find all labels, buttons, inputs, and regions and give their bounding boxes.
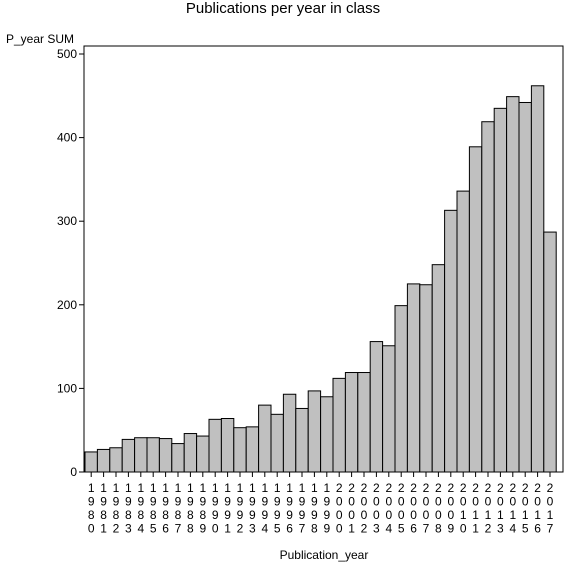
bar-1982 xyxy=(109,447,123,473)
y-tick-label: 400 xyxy=(57,131,77,145)
bar-2012 xyxy=(481,121,495,473)
bar-2011 xyxy=(468,146,483,473)
bar-2015 xyxy=(518,101,532,473)
bar-2001 xyxy=(344,372,359,473)
bars-group xyxy=(84,85,557,473)
bar-1984 xyxy=(134,437,148,473)
bar-2008 xyxy=(431,264,446,473)
y-tick-label: 0 xyxy=(70,465,77,479)
bar-2000 xyxy=(332,377,346,473)
y-axis-label: P_year SUM xyxy=(6,32,74,46)
x-axis-label: Publication_year xyxy=(280,548,369,562)
bar-1986 xyxy=(158,438,173,473)
bar-1981 xyxy=(96,448,111,473)
bar-2009 xyxy=(444,209,458,473)
bar-1995 xyxy=(270,413,284,473)
bar-2013 xyxy=(493,107,508,473)
bar-2010 xyxy=(456,190,470,473)
bar-2017 xyxy=(543,231,557,473)
bar-1989 xyxy=(196,435,210,473)
y-tick-label: 100 xyxy=(57,381,77,395)
bar-1994 xyxy=(258,404,272,473)
bar-2007 xyxy=(419,284,433,473)
bar-1980 xyxy=(84,451,98,473)
bar-1998 xyxy=(307,390,322,473)
chart-title: Publications per year in class xyxy=(186,0,380,17)
bar-2016 xyxy=(530,85,545,473)
y-tick-label: 500 xyxy=(57,47,77,61)
bar-1993 xyxy=(245,426,260,473)
x-axis: 1 9 8 0 1 9 8 1 1 9 8 2 1 9 8 3 1 9 8 4 1 9 8 5 1 9 8 6 1 9 8 7 1 9 8 8 1 9 8 9… xyxy=(88,472,554,536)
y-tick-label: 300 xyxy=(57,214,77,228)
bar-1996 xyxy=(282,393,297,473)
bar-2002 xyxy=(357,372,371,473)
bar-1985 xyxy=(146,437,160,473)
bar-1997 xyxy=(295,407,309,473)
bar-1999 xyxy=(320,396,334,473)
bar-2006 xyxy=(406,283,421,473)
bar-1992 xyxy=(233,427,247,473)
bar-2005 xyxy=(394,305,408,473)
bar-1983 xyxy=(121,438,136,473)
bar-2014 xyxy=(506,96,520,473)
bar-2004 xyxy=(382,345,396,473)
y-tick-label: 200 xyxy=(57,298,77,312)
plot-frame xyxy=(83,45,564,473)
bar-1988 xyxy=(183,433,198,473)
y-axis: 0 100 200 300 400 500 xyxy=(57,47,84,479)
bar-1991 xyxy=(220,418,235,473)
bar-1990 xyxy=(208,418,222,473)
bar-1987 xyxy=(171,443,185,473)
bar-2003 xyxy=(369,341,384,473)
